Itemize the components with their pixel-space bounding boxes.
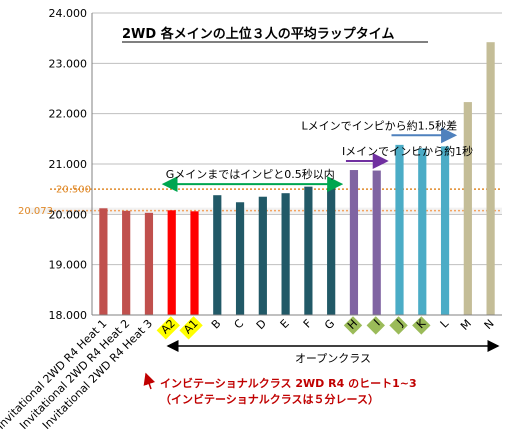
- note-line-2: （インビテーショナルクラスは５分レース）: [160, 392, 379, 406]
- bar: [418, 148, 427, 315]
- bar: [213, 195, 222, 315]
- class-label-group: オープンクラス: [166, 340, 500, 365]
- class-label: オープンクラス: [295, 352, 371, 365]
- y-tick-label: 20.000: [49, 208, 88, 221]
- y-axis: 18.000 19.000 20.000 21.000 22.000 23.000 24.0…: [49, 7, 502, 322]
- bar: [304, 186, 313, 315]
- annotation-text: Gメインまではインピと0.5秒以内: [166, 167, 335, 181]
- bar: [167, 210, 176, 315]
- bar: [486, 42, 495, 316]
- x-tick-highlight: [156, 316, 180, 340]
- y-tick-label: 19.000: [49, 259, 88, 272]
- x-tick-group: A1: [179, 316, 203, 340]
- annotation-text: Iメインでインピから約1秒: [342, 144, 473, 158]
- note-line-1: インビテーショナルクラス 2WD R4 のヒート1~3: [160, 376, 417, 390]
- bar: [281, 193, 290, 315]
- bar: [144, 212, 154, 315]
- y-tick-label: 21.000: [49, 158, 88, 171]
- x-tick-highlight: [179, 316, 203, 340]
- y-tick-label: 24.000: [49, 7, 88, 20]
- bar: [372, 170, 381, 315]
- bar: [463, 102, 472, 315]
- x-tick-group: A2: [156, 316, 180, 340]
- chart-title: 2WD 各メインの上位３人の平均ラップタイム: [122, 26, 394, 42]
- bar: [99, 208, 108, 315]
- bar: [349, 170, 359, 315]
- y-tick-label: 23.000: [49, 57, 88, 70]
- annotation-text: Lメインでインピから約1.5秒差: [302, 118, 458, 132]
- reference-line-label: 20.073: [18, 206, 53, 217]
- bar: [327, 188, 336, 315]
- bar: [235, 202, 245, 315]
- y-tick-label: 22.000: [49, 108, 88, 121]
- note-group: インビテーショナルクラス 2WD R4 のヒート1~3 （インビテーショナルクラ…: [143, 372, 417, 406]
- bar: [122, 210, 131, 315]
- bar: [258, 196, 267, 315]
- bar: [395, 144, 404, 315]
- y-tick-label: 18.000: [49, 309, 88, 322]
- reference-line-label: 20.500: [56, 185, 91, 196]
- bar: [190, 211, 199, 315]
- annotations: Gメインまではインピと0.5秒以内 Iメインでインピから約1秒 Lメインでインピから…: [161, 118, 473, 193]
- bars: [99, 42, 495, 316]
- note-arrow: [143, 372, 156, 390]
- bar: [440, 146, 450, 315]
- x-tick-label: I: [371, 317, 382, 328]
